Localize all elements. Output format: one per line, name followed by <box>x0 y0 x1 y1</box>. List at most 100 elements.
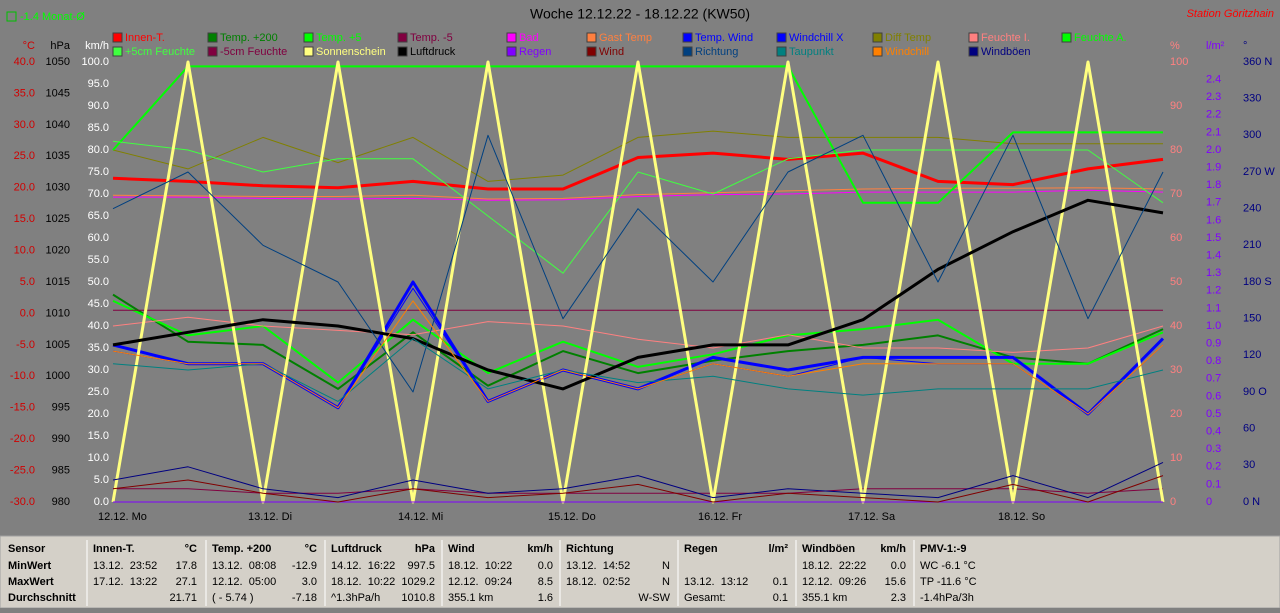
stats-cell: 997.5 <box>407 560 435 572</box>
legend-swatch <box>397 32 408 43</box>
y-tick-label: 0.2 <box>1206 461 1221 473</box>
legend-swatch <box>682 46 693 57</box>
legend-label: Feuchte A. <box>1074 32 1127 44</box>
legend-swatch <box>968 46 979 57</box>
y-tick-label: 1.0 <box>1206 320 1221 332</box>
stats-cell: 27.1 <box>176 576 197 588</box>
y-tick-label: 1.8 <box>1206 179 1221 191</box>
column-unit: hPa <box>415 543 436 555</box>
y-tick-label: 0.9 <box>1206 338 1221 350</box>
stats-cell: 13.12. 13:12 <box>684 576 748 588</box>
column-title: PMV-1:-9 <box>920 543 966 555</box>
stats-cell: 355.1 km <box>802 592 847 604</box>
y-tick-label: -20.0 <box>10 433 35 445</box>
y-tick-label: 55.0 <box>88 254 109 266</box>
series-line <box>112 198 1164 391</box>
stats-panel <box>0 535 1280 609</box>
stats-cell: N <box>662 560 670 572</box>
y-tick-label: 50.0 <box>88 276 109 288</box>
stats-cell: 2.3 <box>891 592 906 604</box>
y-tick-label: 80 <box>1170 144 1182 156</box>
y-tick-label: 270 W <box>1243 166 1275 178</box>
y-tick-label: 0.1 <box>1206 478 1221 490</box>
y-tick-label: 0.6 <box>1206 390 1221 402</box>
legend-label: Temp. +5 <box>316 32 362 44</box>
x-tick-label: 12.12. Mo <box>98 511 147 523</box>
legend-swatch <box>303 46 314 57</box>
y-tick-label: 50 <box>1170 276 1182 288</box>
y-tick-label: 100.0 <box>81 56 109 68</box>
y-tick-label: 70 <box>1170 188 1182 200</box>
y-tick-label: 90 O <box>1243 386 1267 398</box>
legend-swatch <box>968 32 979 43</box>
legend-label: Luftdruck <box>410 46 456 58</box>
stats-cell: -1.4hPa/3h <box>920 592 974 604</box>
y-tick-label: 1.3 <box>1206 267 1221 279</box>
series-line <box>112 461 1164 499</box>
y-tick-label: 1025 <box>46 213 70 225</box>
y-tick-label: 1.4 <box>1206 250 1221 262</box>
stats-cell: 21.71 <box>169 592 197 604</box>
stats-cell: 18.12. 02:52 <box>566 576 630 588</box>
y-tick-label: -15.0 <box>10 402 35 414</box>
y-tick-label: 90.0 <box>88 100 109 112</box>
legend-swatch <box>872 46 883 57</box>
series-line <box>112 130 1163 182</box>
axis-unit: km/h <box>85 40 109 52</box>
legend-label: Windchill <box>885 46 929 58</box>
y-tick-label: 120 <box>1243 349 1261 361</box>
y-tick-label: 15.0 <box>88 430 109 442</box>
y-tick-label: 95.0 <box>88 78 109 90</box>
y-tick-label: 2.2 <box>1206 109 1221 121</box>
y-tick-label: 1010 <box>46 307 70 319</box>
y-tick-label: 0.7 <box>1206 373 1221 385</box>
y-tick-label: 5.0 <box>94 474 109 486</box>
y-tick-label: 300 <box>1243 129 1261 141</box>
stats-cell: 1.6 <box>538 592 553 604</box>
stats-cell: 1029.2 <box>401 576 435 588</box>
legend-label: Temp. -5 <box>410 32 453 44</box>
y-tick-label: 100 <box>1170 56 1188 68</box>
y-tick-label: 2.1 <box>1206 126 1221 138</box>
stats-cell: 12.12. 09:24 <box>448 576 512 588</box>
series-line <box>112 134 1164 393</box>
stats-cell: TP -11.6 °C <box>920 576 977 588</box>
legend-label: Temp. Wind <box>695 32 753 44</box>
y-tick-label: 75.0 <box>88 166 109 178</box>
x-tick-label: 14.12. Mi <box>398 511 443 523</box>
y-tick-label: 1040 <box>46 119 70 131</box>
y-tick-label: 330 <box>1243 93 1261 105</box>
legend-label: Windböen <box>981 46 1031 58</box>
y-tick-label: 0 N <box>1243 496 1260 508</box>
legend-swatch <box>506 46 517 57</box>
y-tick-label: 180 S <box>1243 276 1272 288</box>
y-tick-label: -30.0 <box>10 496 35 508</box>
series-line <box>113 488 1164 494</box>
legend-swatch <box>682 32 693 43</box>
y-tick-label: 60.0 <box>88 232 109 244</box>
y-tick-label: 985 <box>52 464 70 476</box>
y-tick-label: 0.3 <box>1206 443 1221 455</box>
stats-cell: 13.12. 08:08 <box>212 560 276 572</box>
stats-cell: -7.18 <box>292 592 317 604</box>
y-tick-label: 210 <box>1243 239 1261 251</box>
annotation: -1.4 Monat-Ø <box>20 11 85 23</box>
stats-cell: 355.1 km <box>448 592 493 604</box>
stats-cell: 13.12. 14:52 <box>566 560 630 572</box>
y-tick-label: 1.7 <box>1206 197 1221 209</box>
y-tick-label: 360 N <box>1243 56 1272 68</box>
y-tick-label: 0.8 <box>1206 355 1221 367</box>
y-tick-label: 70.0 <box>88 188 109 200</box>
axis-unit: ° <box>1243 40 1247 52</box>
legend-swatch <box>776 46 787 57</box>
stats-cell: MaxWert <box>8 576 54 588</box>
legend-label: Temp. +200 <box>220 32 278 44</box>
y-tick-label: 25.0 <box>88 386 109 398</box>
stats-cell: 12.12. 05:00 <box>212 576 276 588</box>
series-line <box>112 187 1164 200</box>
y-tick-label: 45.0 <box>88 298 109 310</box>
column-title: Richtung <box>566 543 614 555</box>
legend-label: -5cm Feuchte <box>220 46 287 58</box>
stats-cell: MinWert <box>8 560 52 572</box>
